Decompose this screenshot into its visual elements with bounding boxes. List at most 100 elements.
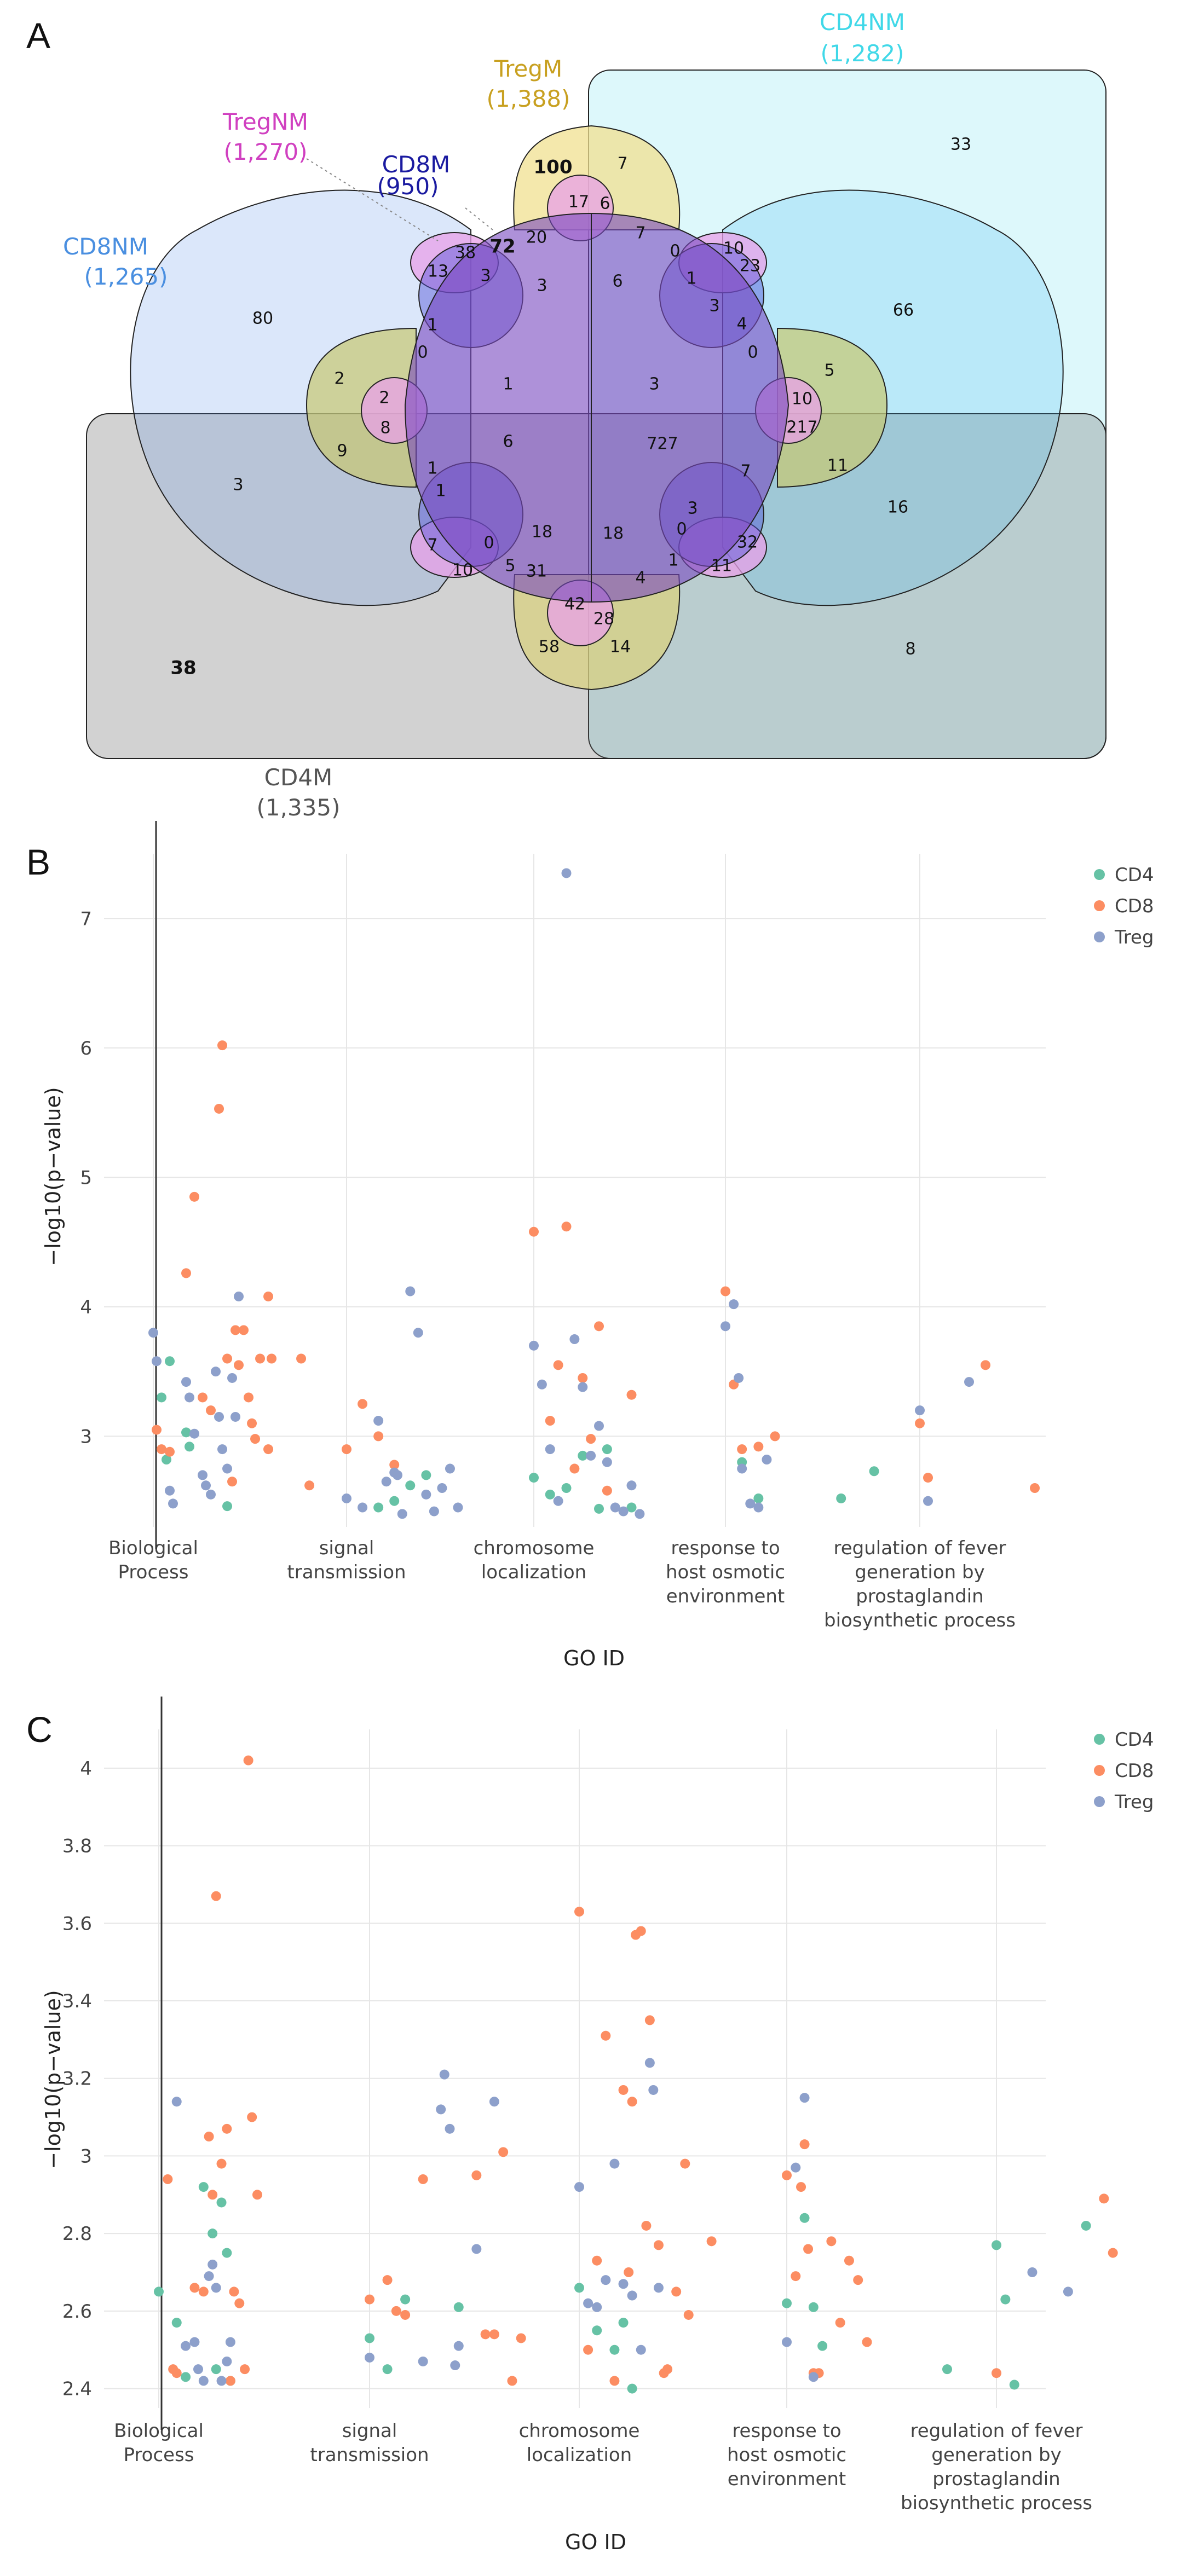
data-point-cd8 [263, 1444, 274, 1455]
data-point-cd4 [181, 1427, 192, 1438]
data-point-cd8 [624, 2267, 634, 2277]
data-point-treg [635, 1509, 645, 1519]
venn-region-count: 3 [649, 375, 659, 394]
data-point-cd8 [225, 2376, 235, 2386]
data-point-cd8 [601, 2030, 611, 2041]
data-point-cd8 [304, 1480, 315, 1491]
data-point-cd8 [250, 1434, 261, 1444]
data-point-treg [627, 2290, 637, 2301]
y-tick-label: 3 [80, 2145, 92, 2167]
venn-region-count: 2 [334, 369, 344, 389]
data-point-treg [721, 1321, 730, 1332]
venn-region-count: 11 [711, 557, 732, 576]
x-category-label: response to host osmotic environment [666, 1537, 785, 1607]
data-point-cd4 [154, 2286, 164, 2297]
data-point-cd4 [799, 2213, 810, 2223]
venn-region-count: 4 [635, 569, 646, 588]
data-point-cd8 [826, 2236, 837, 2247]
data-point-treg [618, 2279, 629, 2289]
data-point-cd8 [862, 2337, 872, 2347]
x-category-label: regulation of fever generation by prostagl… [824, 1537, 1016, 1631]
data-point-cd8 [498, 2147, 509, 2157]
data-point-cd4 [545, 1489, 555, 1500]
venn-shape-cd8nm [130, 189, 471, 606]
data-point-cd8 [247, 1418, 257, 1428]
venn-region-count: 6 [612, 272, 623, 291]
venn-region-count: 3 [480, 267, 491, 286]
data-point-treg [610, 1502, 620, 1513]
data-point-cd4 [181, 2372, 191, 2382]
data-point-cd8 [791, 2271, 801, 2282]
data-point-cd8 [239, 1325, 249, 1335]
panel-b-letter: B [26, 842, 50, 882]
data-point-treg [152, 1356, 162, 1367]
data-point-cd4 [1009, 2380, 1019, 2390]
data-point-cd8 [222, 1353, 233, 1364]
legend-marker-cd4 [1094, 869, 1105, 880]
venn-region-count: 11 [827, 456, 848, 476]
data-point-treg [208, 2259, 218, 2270]
data-point-cd8 [391, 2306, 401, 2316]
venn-region-count: 3 [537, 276, 547, 296]
data-point-cd8 [835, 2318, 845, 2328]
venn-region-count: 23 [740, 257, 760, 276]
data-point-treg [225, 2337, 235, 2347]
venn-region-count: 80 [252, 309, 273, 328]
venn-count-cd4nm: (1,282) [820, 40, 904, 67]
data-point-treg [574, 2182, 584, 2192]
data-point-cd4 [171, 2318, 182, 2328]
data-point-cd8 [853, 2275, 863, 2285]
venn-region-count: 16 [887, 498, 908, 517]
venn-label-cd8nm: CD8NM [63, 233, 148, 260]
venn-count-cd8m: (950) [377, 173, 439, 200]
venn-region-count: 1 [503, 375, 513, 394]
data-point-treg [602, 1457, 612, 1467]
venn-region-count: 28 [593, 610, 614, 629]
data-point-cd4 [594, 1503, 604, 1514]
venn-count-cd4m: (1,335) [256, 794, 340, 821]
data-point-cd4 [592, 2325, 602, 2336]
venn-region-count: 8 [380, 419, 390, 438]
data-point-cd8 [243, 1755, 253, 1765]
data-point-treg [413, 1328, 423, 1338]
y-tick-label: 5 [80, 1167, 92, 1189]
venn-label-tregm: TregM [494, 55, 563, 82]
panel-c-y-ticks: 2.4 2.6 2.8 3 3.2 3.4 3.6 3.8 4 [62, 1758, 92, 2400]
data-point-treg [915, 1405, 925, 1416]
data-point-cd4 [222, 2248, 232, 2258]
data-point-treg [358, 1502, 368, 1513]
data-point-treg [626, 1480, 637, 1491]
data-point-cd4 [609, 2345, 620, 2355]
data-point-cd8 [561, 1222, 572, 1232]
data-point-treg [529, 1340, 539, 1351]
panel-c-gridlines [104, 1729, 1046, 2408]
venn-shape-tregm-right [777, 327, 888, 488]
data-point-treg [437, 1483, 447, 1493]
data-point-treg [644, 2058, 655, 2068]
data-point-treg [234, 1291, 244, 1301]
data-point-treg [601, 2275, 611, 2285]
data-point-cd4 [578, 1450, 588, 1461]
data-point-treg [445, 2123, 455, 2134]
legend-label-cd4: CD4 [1115, 1729, 1154, 1751]
venn-region-count: 7 [740, 462, 751, 481]
data-point-cd4 [165, 1356, 175, 1367]
venn-region-count: 727 [647, 435, 678, 454]
data-point-cd8 [981, 1360, 991, 1370]
data-point-treg [418, 2356, 428, 2366]
data-point-treg [171, 2097, 182, 2107]
data-point-treg [211, 2283, 221, 2293]
data-point-cd4 [216, 2197, 227, 2208]
data-point-cd8 [373, 1431, 384, 1442]
venn-region-count: 13 [428, 262, 448, 281]
data-point-cd8 [662, 2364, 673, 2375]
data-point-treg [569, 1334, 580, 1345]
venn-count-tregnm: (1,270) [223, 138, 307, 165]
data-point-cd8 [592, 2255, 602, 2266]
venn-label-cd4m: CD4M [264, 764, 333, 791]
venn-region-count: 9 [337, 442, 347, 461]
data-point-cd8 [165, 1446, 175, 1457]
data-point-treg [405, 1286, 416, 1296]
data-point-cd8 [636, 1926, 646, 1936]
data-point-treg [222, 2356, 232, 2366]
